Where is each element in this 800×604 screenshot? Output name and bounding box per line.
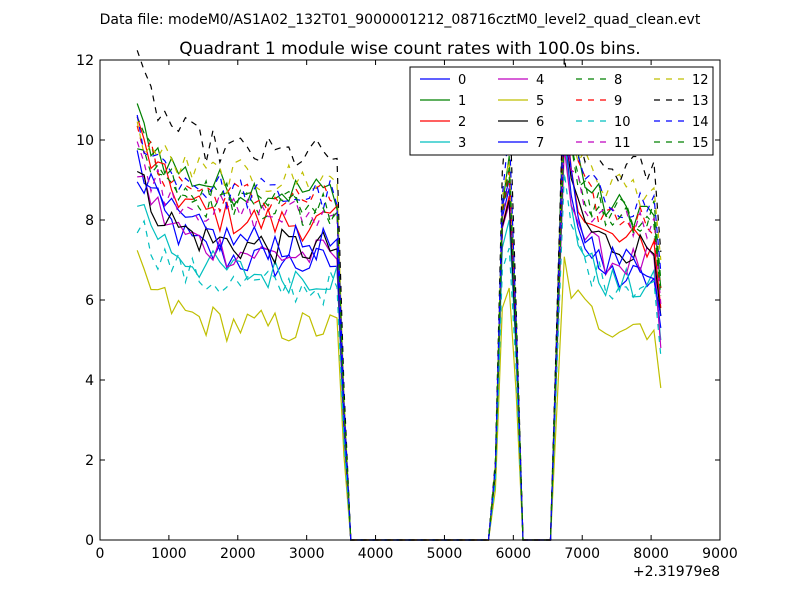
legend-label-1: 1 — [458, 94, 466, 109]
y-tick-label: 2 — [85, 453, 94, 469]
x-tick-label: 1000 — [151, 546, 187, 562]
x-tick-label: 8000 — [633, 546, 669, 562]
legend-box — [409, 66, 714, 156]
series-line-7 — [136, 113, 662, 541]
x-axis: 0 1000 2000 3000 4000 5000 6000 7000 8000 9000 — [96, 60, 738, 562]
series-line-4 — [137, 148, 662, 541]
series-line-6 — [136, 125, 662, 541]
figure-suptitle: Data file: modeM0/AS1A02_132T01_90000012… — [100, 12, 701, 28]
legend-label-9: 9 — [614, 94, 622, 109]
x-tick-label: 2000 — [220, 546, 256, 562]
series-line-2 — [136, 94, 662, 541]
chart-title: Quadrant 1 module wise count rates with … — [179, 39, 640, 59]
x-tick-label: 4000 — [358, 546, 394, 562]
legend-label-3: 3 — [458, 136, 466, 151]
series-line-12 — [136, 95, 662, 541]
legend-label-13: 13 — [692, 94, 709, 109]
series-line-15 — [137, 129, 662, 541]
legend-label-6: 6 — [536, 115, 544, 130]
y-tick-label: 12 — [76, 53, 94, 69]
series-line-14 — [136, 91, 662, 541]
y-tick-label: 8 — [85, 213, 94, 229]
y-tick-label: 4 — [85, 373, 94, 389]
legend-label-8: 8 — [614, 73, 622, 88]
series-line-5 — [136, 250, 662, 541]
y-tick-label: 6 — [85, 293, 94, 309]
series-line-8 — [136, 100, 662, 541]
legend-label-10: 10 — [614, 115, 631, 130]
x-tick-label: 3000 — [289, 546, 325, 562]
series-line-3 — [137, 136, 662, 541]
series-line-13 — [136, 50, 662, 541]
legend-label-14: 14 — [692, 115, 709, 130]
legend-label-15: 15 — [692, 136, 709, 151]
x-tick-label: 6000 — [496, 546, 532, 562]
legend-label-7: 7 — [536, 136, 544, 151]
x-offset-label: +2.31979e8 — [633, 564, 720, 580]
legend-label-5: 5 — [536, 94, 544, 109]
legend-label-2: 2 — [458, 115, 466, 130]
y-tick-label: 10 — [76, 133, 94, 149]
series-line-11 — [136, 130, 662, 541]
y-tick-label: 0 — [85, 533, 94, 549]
x-tick-label: 5000 — [427, 546, 463, 562]
x-tick-label: 7000 — [564, 546, 600, 562]
legend-label-4: 4 — [536, 73, 544, 88]
x-tick-label: 0 — [96, 546, 105, 562]
series-line-10 — [136, 172, 662, 541]
legend-label-11: 11 — [614, 136, 631, 151]
legend-label-12: 12 — [692, 73, 709, 88]
x-tick-label: 9000 — [702, 546, 738, 562]
legend-label-0: 0 — [458, 73, 466, 88]
series-line-9 — [136, 88, 662, 541]
plot-lines — [136, 50, 662, 541]
